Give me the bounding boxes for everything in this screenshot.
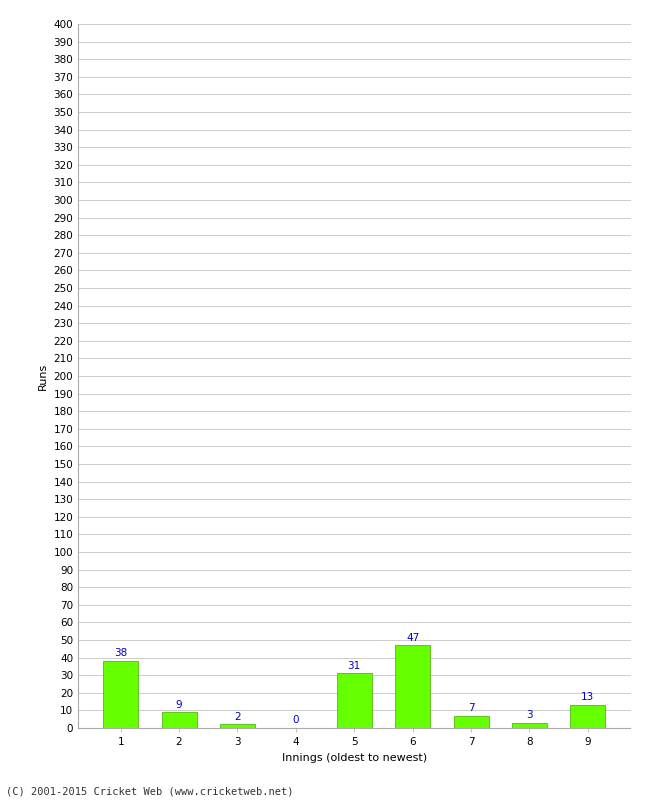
- Bar: [570, 705, 605, 728]
- Bar: [395, 646, 430, 728]
- Text: 9: 9: [176, 699, 183, 710]
- Text: 31: 31: [348, 661, 361, 670]
- Bar: [161, 712, 196, 728]
- X-axis label: Innings (oldest to newest): Innings (oldest to newest): [281, 753, 427, 762]
- Text: 47: 47: [406, 633, 419, 642]
- Text: 38: 38: [114, 649, 127, 658]
- Bar: [337, 674, 372, 728]
- Bar: [512, 722, 547, 728]
- Y-axis label: Runs: Runs: [38, 362, 48, 390]
- Bar: [454, 716, 489, 728]
- Text: 0: 0: [292, 715, 299, 726]
- Text: (C) 2001-2015 Cricket Web (www.cricketweb.net): (C) 2001-2015 Cricket Web (www.cricketwe…: [6, 786, 294, 796]
- Text: 13: 13: [581, 693, 595, 702]
- Text: 3: 3: [526, 710, 533, 720]
- Text: 2: 2: [234, 712, 240, 722]
- Bar: [220, 725, 255, 728]
- Bar: [103, 661, 138, 728]
- Text: 7: 7: [468, 703, 474, 713]
